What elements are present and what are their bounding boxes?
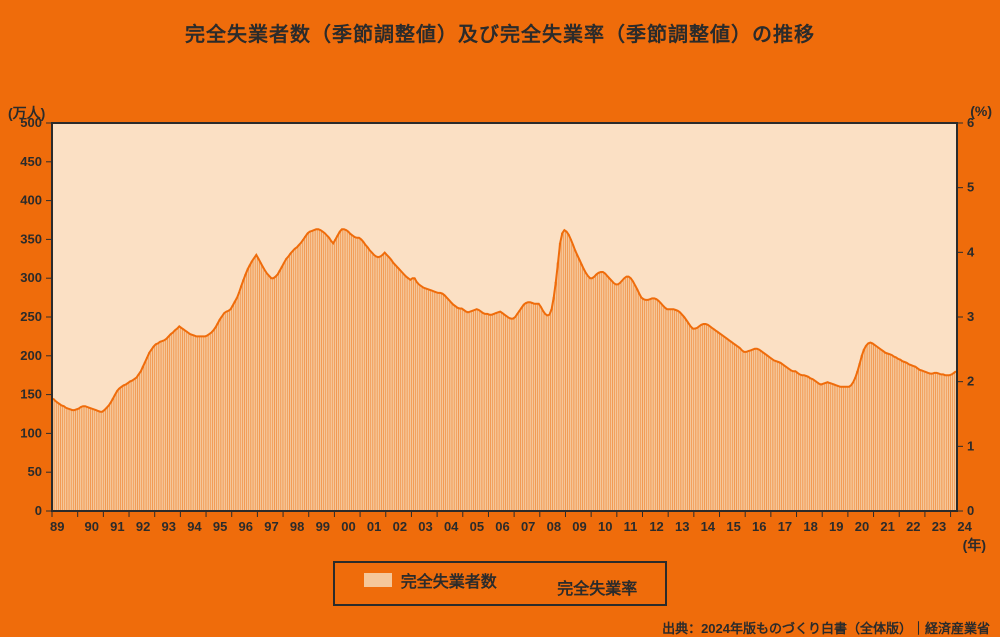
legend: 完全失業者数 完全失業率 [333,561,667,606]
legend-line: 完全失業率 [521,575,637,599]
svg-text:13: 13 [675,519,689,534]
svg-text:200: 200 [20,348,42,363]
source-citation: 出典：2024年版ものづくり白書（全体版）｜経済産業省 [0,618,1000,637]
svg-text:300: 300 [20,270,42,285]
svg-text:250: 250 [20,309,42,324]
svg-text:90: 90 [85,519,99,534]
svg-text:0: 0 [35,503,42,518]
chart-title: 完全失業者数（季節調整値）及び完全失業率（季節調整値）の推移 [0,0,1000,47]
svg-text:21: 21 [880,519,894,534]
svg-text:100: 100 [20,425,42,440]
legend-swatch-box [363,572,393,588]
svg-text:92: 92 [136,519,150,534]
y-left-unit: (万人) [8,103,45,123]
svg-text:14: 14 [701,519,716,534]
svg-text:15: 15 [726,519,740,534]
y-right-unit: (%) [970,103,992,119]
legend-swatch-line [521,585,549,588]
svg-text:22: 22 [906,519,920,534]
svg-text:98: 98 [290,519,304,534]
svg-text:08: 08 [547,519,561,534]
svg-text:93: 93 [162,519,176,534]
svg-text:4: 4 [967,244,975,259]
svg-text:07: 07 [521,519,535,534]
svg-text:1: 1 [967,438,974,453]
svg-text:16: 16 [752,519,766,534]
svg-text:11: 11 [624,519,638,534]
svg-text:150: 150 [20,387,42,402]
chart-svg: 0501001502002503003504004505000123456899… [0,47,1000,557]
svg-text:350: 350 [20,231,42,246]
legend-bars: 完全失業者数 [363,568,497,592]
x-axis-unit: (年) [963,535,986,555]
svg-text:05: 05 [470,519,484,534]
svg-text:06: 06 [495,519,509,534]
svg-text:99: 99 [316,519,330,534]
svg-text:23: 23 [932,519,946,534]
svg-text:50: 50 [28,464,42,479]
svg-text:02: 02 [393,519,407,534]
svg-text:97: 97 [264,519,278,534]
svg-text:400: 400 [20,193,42,208]
legend-bars-label: 完全失業者数 [401,568,497,592]
svg-text:91: 91 [110,519,124,534]
svg-text:94: 94 [187,519,202,534]
svg-text:3: 3 [967,309,974,324]
svg-text:24: 24 [957,519,972,534]
svg-text:01: 01 [367,519,381,534]
svg-text:09: 09 [572,519,586,534]
svg-text:2: 2 [967,374,974,389]
svg-text:89: 89 [50,519,64,534]
svg-text:0: 0 [967,503,974,518]
svg-text:00: 00 [341,519,355,534]
svg-text:5: 5 [967,180,974,195]
svg-text:19: 19 [829,519,843,534]
svg-text:10: 10 [598,519,612,534]
svg-text:20: 20 [855,519,869,534]
chart-area: (万人) (%) (年) 050100150200250300350400450… [0,47,1000,557]
svg-text:12: 12 [649,519,663,534]
svg-text:03: 03 [418,519,432,534]
svg-text:18: 18 [803,519,817,534]
svg-text:04: 04 [444,519,459,534]
svg-text:96: 96 [239,519,253,534]
svg-text:450: 450 [20,154,42,169]
svg-text:17: 17 [778,519,792,534]
svg-text:95: 95 [213,519,227,534]
legend-line-label: 完全失業率 [557,575,637,599]
